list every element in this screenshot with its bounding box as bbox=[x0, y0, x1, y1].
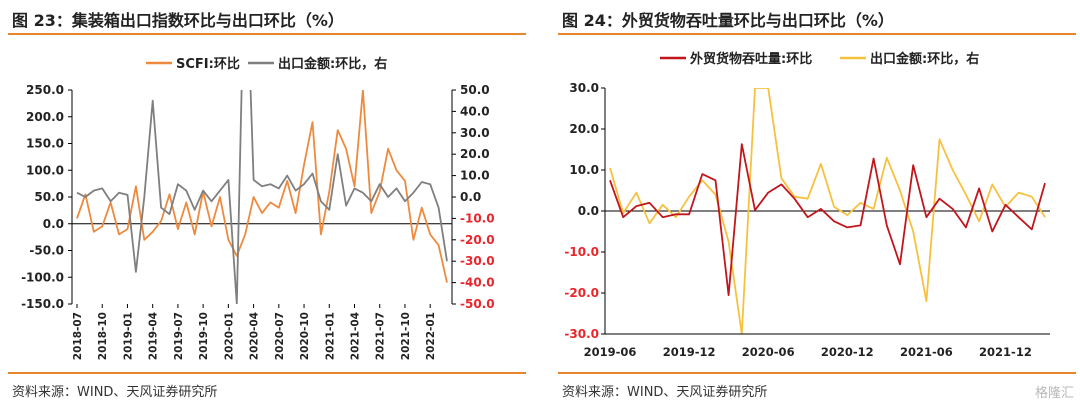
y2-tick-label: -10.0 bbox=[460, 211, 495, 225]
y2-tick-label: 0.0 bbox=[460, 190, 481, 204]
legend-label: 出口金额:环比，右 bbox=[278, 56, 387, 72]
x-tick-label: 2020-06 bbox=[742, 345, 795, 359]
source-note-fig23: 资料来源：WIND、天风证券研究所 bbox=[12, 385, 218, 400]
y-tick-label: 250.0 bbox=[26, 83, 64, 97]
x-tick-label: 2020-12 bbox=[821, 345, 874, 359]
y2-tick-label: 40.0 bbox=[460, 104, 490, 118]
panel-throughput: 图 24：外贸货物吞吐量环比与出口环比（%） 外贸货物吞吐量:环比 出口金额:环比… bbox=[550, 0, 1080, 408]
y-tick-label: 50.0 bbox=[34, 190, 64, 204]
chart-fig23: SCFI:环比 出口金额:环比，右 250.0 200.0 150.0 100.0 50.0… bbox=[21, 56, 495, 360]
series-line-throughput bbox=[609, 143, 1046, 297]
series-line-scfi bbox=[76, 90, 448, 283]
y-tick-label: 100.0 bbox=[26, 163, 64, 177]
y2-tick-label: -50.0 bbox=[460, 297, 495, 311]
y-tick-label: -20.0 bbox=[564, 286, 599, 300]
title-rule bbox=[558, 33, 1076, 35]
source-rule bbox=[8, 372, 526, 374]
y-tick-label: 10.0 bbox=[569, 163, 599, 177]
y-tick-label: -30.0 bbox=[564, 327, 599, 341]
x-tick-label: 2021-10 bbox=[400, 312, 412, 360]
y2-tick-label: -30.0 bbox=[460, 254, 495, 268]
x-tick-label: 2021-12 bbox=[979, 345, 1032, 359]
y-tick-label: -100.0 bbox=[21, 270, 64, 284]
y2-tick-label: 30.0 bbox=[460, 126, 490, 140]
y-tick-label: 0.0 bbox=[578, 204, 599, 218]
legend-label: SCFI:环比 bbox=[176, 56, 240, 72]
x-tick-label: 2020-04 bbox=[249, 312, 261, 360]
x-tick-label: 2019-07 bbox=[173, 312, 185, 360]
x-tick-label: 2019-10 bbox=[198, 312, 210, 360]
y-tick-label: -10.0 bbox=[564, 245, 599, 259]
y2-tick-label: 20.0 bbox=[460, 147, 490, 161]
y-tick-label: -150.0 bbox=[21, 297, 64, 311]
plot-area bbox=[609, 88, 1046, 334]
source-note-fig24: 资料来源：WIND、天风证券研究所 bbox=[562, 385, 768, 400]
y-tick-label: 30.0 bbox=[569, 81, 599, 95]
legend-label: 外贸货物吞吐量:环比 bbox=[689, 51, 812, 67]
series-line-export bbox=[76, 90, 448, 304]
y-tick-label: 0.0 bbox=[43, 217, 64, 231]
x-tick-label: 2019-01 bbox=[122, 312, 134, 360]
x-tick-label: 2021-07 bbox=[375, 312, 387, 360]
chart-title-fig23: 图 23：集装箱出口指数环比与出口环比（%） bbox=[12, 11, 344, 30]
plot-area bbox=[76, 90, 448, 304]
x-tick-label: 2019-12 bbox=[663, 345, 716, 359]
x-tick-label: 2020-01 bbox=[223, 312, 235, 360]
x-tick-label: 2019-06 bbox=[584, 345, 637, 359]
y2-tick-label: 10.0 bbox=[460, 169, 490, 183]
y-tick-label: 20.0 bbox=[569, 122, 599, 136]
panel-container-export-index: 图 23：集装箱出口指数环比与出口环比（%） SCFI:环比 出口金额:环比，右 2… bbox=[0, 0, 530, 408]
x-tick-label: 2020-07 bbox=[274, 312, 286, 360]
x-tick-label: 2021-06 bbox=[900, 345, 953, 359]
legend-label: 出口金额:环比，右 bbox=[870, 51, 979, 67]
y-tick-label: -50.0 bbox=[29, 244, 64, 258]
x-tick-label: 2022-01 bbox=[425, 312, 437, 360]
chart-title-fig24: 图 24：外贸货物吞吐量环比与出口环比（%） bbox=[562, 11, 894, 30]
title-rule bbox=[8, 33, 526, 35]
y2-tick-label: -20.0 bbox=[460, 233, 495, 247]
y2-tick-label: -40.0 bbox=[460, 276, 495, 290]
x-tick-label: 2018-07 bbox=[72, 312, 84, 360]
watermark: 格隆汇 bbox=[1034, 386, 1074, 401]
y-tick-label: 150.0 bbox=[26, 137, 64, 151]
x-tick-label: 2021-01 bbox=[324, 312, 336, 360]
x-tick-label: 2021-04 bbox=[350, 312, 362, 360]
y-tick-label: 200.0 bbox=[26, 110, 64, 124]
y2-tick-label: 50.0 bbox=[460, 83, 490, 97]
chart-fig24: 外贸货物吞吐量:环比 出口金额:环比，右 30.0 20.0 10.0 0.0 -10.0 -… bbox=[564, 51, 1050, 359]
x-tick-label: 2020-10 bbox=[299, 312, 311, 360]
x-tick-label: 2018-10 bbox=[97, 312, 109, 360]
source-rule bbox=[558, 372, 1076, 374]
x-tick-label: 2019-04 bbox=[148, 312, 160, 360]
